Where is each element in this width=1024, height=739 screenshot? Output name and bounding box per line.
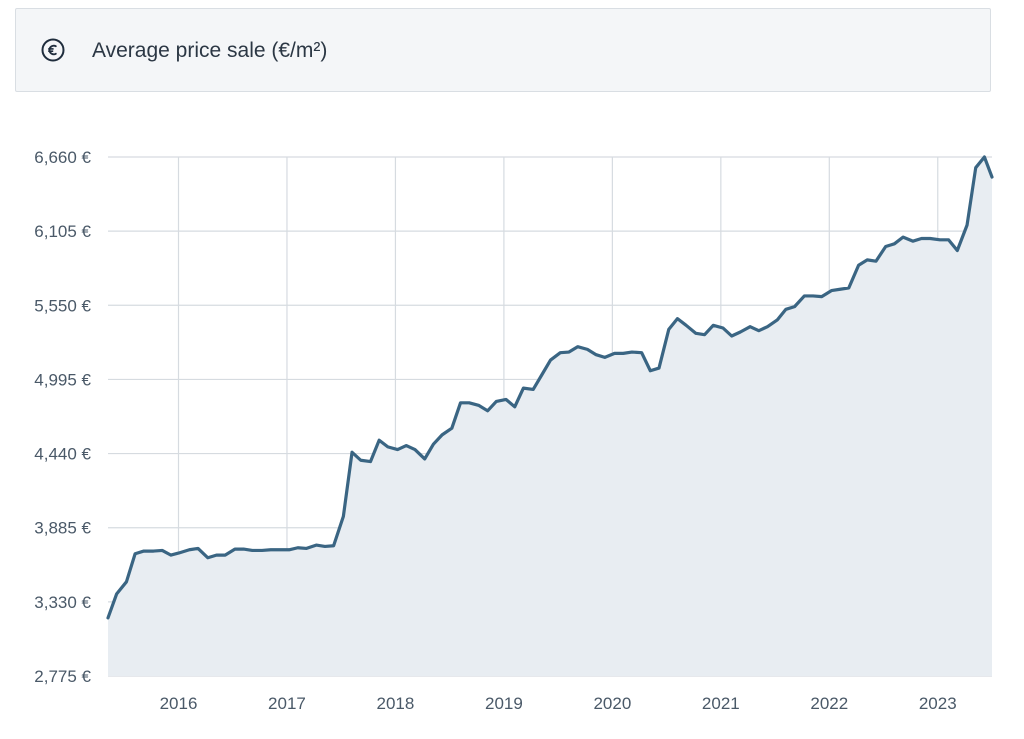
series-line-path [106, 155, 994, 620]
series-line [106, 155, 994, 620]
area-fill [108, 157, 992, 676]
y-tick-label: 6,660 € [34, 148, 91, 167]
y-axis-ticks: 2,775 € 3,330 € 3,885 € 4,440 € 4,995 € 5,550… [34, 148, 91, 686]
y-tick-label: 2,775 € [34, 667, 91, 686]
x-tick-label: 2017 [268, 694, 306, 713]
x-tick-label: 2016 [160, 694, 198, 713]
y-tick-label: 5,550 € [34, 296, 91, 315]
euro-circle-icon [41, 38, 65, 62]
chart-title: Average price sale (€/m²) [92, 39, 328, 62]
price-chart: 2,775 € 3,330 € 3,885 € 4,440 € 4,995 € 5,550… [0, 100, 1024, 734]
x-axis-ticks: 2016 2017 2018 2019 2020 2021 2022 2023 [160, 694, 957, 713]
y-tick-label: 6,105 € [34, 222, 91, 241]
series-area [108, 157, 992, 676]
x-tick-label: 2020 [593, 694, 631, 713]
x-tick-label: 2023 [919, 694, 957, 713]
x-tick-label: 2021 [702, 694, 740, 713]
price-chart-svg: 2,775 € 3,330 € 3,885 € 4,440 € 4,995 € 5,550… [34, 148, 994, 713]
y-tick-label: 4,440 € [34, 445, 91, 464]
y-tick-label: 3,885 € [34, 519, 91, 538]
y-tick-label: 4,995 € [34, 370, 91, 389]
chart-header-card: Average price sale (€/m²) [15, 8, 991, 92]
x-tick-label: 2022 [810, 694, 848, 713]
x-tick-label: 2018 [377, 694, 415, 713]
y-tick-label: 3,330 € [34, 593, 91, 612]
x-tick-label: 2019 [485, 694, 523, 713]
